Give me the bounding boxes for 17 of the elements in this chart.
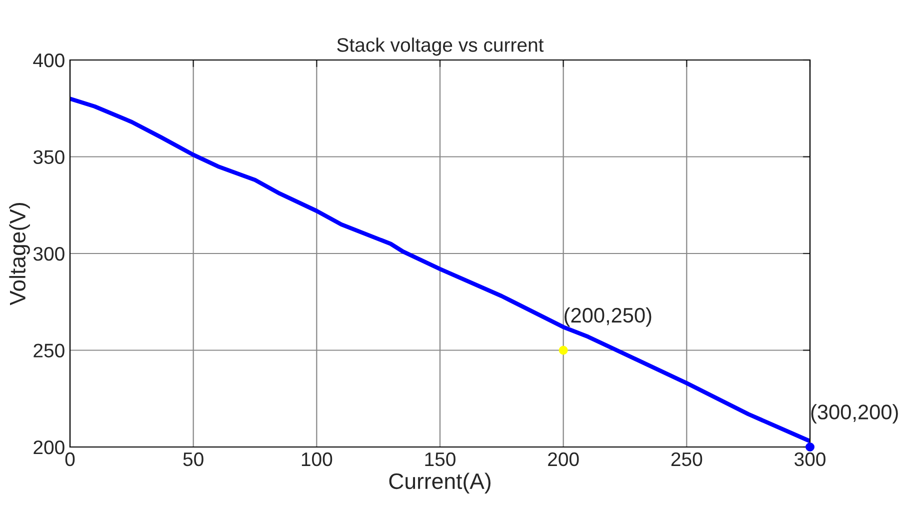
x-tick-label: 100 <box>302 452 332 466</box>
x-tick-label: 200 <box>548 452 579 466</box>
y-tick-label: 400 <box>33 53 64 68</box>
y-tick-label: 350 <box>33 150 64 164</box>
y-tick-label: 300 <box>33 246 64 261</box>
annotation: (300,200) <box>811 404 898 424</box>
x-tick-label: 250 <box>671 452 702 466</box>
y-axis-title: Voltage(V) <box>9 202 30 306</box>
x-tick-label: 0 <box>65 452 75 466</box>
x-tick-label: 150 <box>425 452 456 466</box>
x-tick-label: 300 <box>794 452 826 466</box>
y-tick-label: 250 <box>34 344 64 358</box>
y-tick-label: 200 <box>34 440 64 454</box>
chart-title: Stack voltage vs current <box>337 38 544 56</box>
x-axis-title: Current(A) <box>389 472 490 494</box>
x-tick-label: 50 <box>183 452 204 466</box>
annotation: (200,250) <box>564 307 652 327</box>
